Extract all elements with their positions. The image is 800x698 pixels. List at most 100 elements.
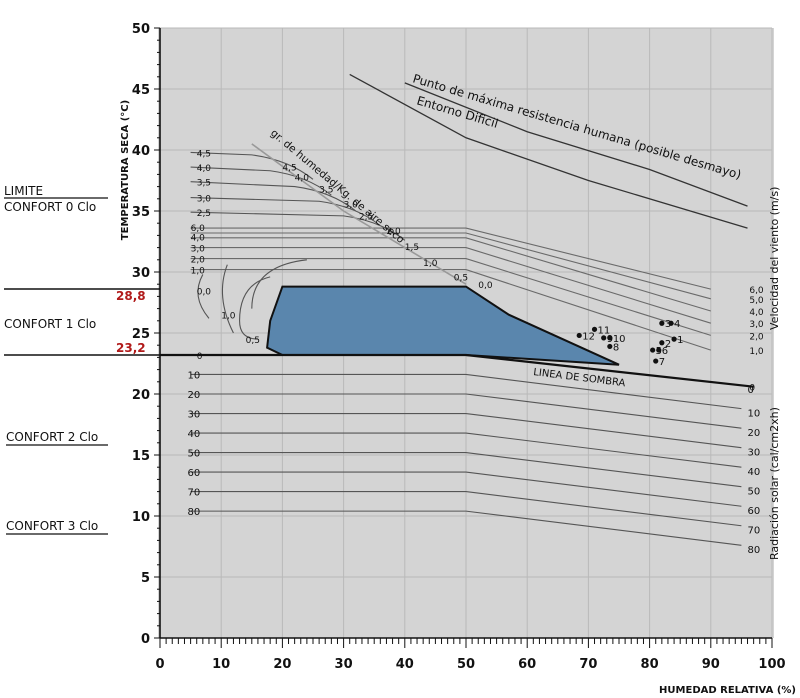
confort1-label: CONFORT 1 Clo [4, 317, 96, 331]
side-labels: LIMITE CONFORT 0 Clo 28,8 CONFORT 1 Clo … [4, 184, 160, 535]
left-curve-label: 4,5 [197, 149, 211, 159]
data-point-label: 4 [674, 319, 680, 330]
data-point-5 [650, 347, 656, 353]
humidity-curve [190, 166, 332, 196]
radiation-left-label: 80 [188, 507, 201, 518]
left-curve-label: 3,0 [197, 195, 212, 205]
data-point-label: 3 [665, 319, 671, 330]
data-point-label: 6 [662, 346, 668, 357]
radiation-line-70 [190, 491, 742, 527]
data-point-label: 11 [598, 325, 611, 336]
radiation-left-label: 60 [188, 468, 201, 479]
humidity-value-label: 0,0 [478, 281, 493, 291]
x-tick-label: 70 [579, 657, 597, 672]
confort2-label: CONFORT 2 Clo [6, 430, 98, 444]
x-tick-label: 60 [518, 657, 536, 672]
humidity-value-label: 3,0 [344, 200, 359, 210]
data-point-7 [653, 358, 659, 364]
limite-label: LIMITE [4, 184, 43, 198]
wind-curve-1-0 [190, 269, 711, 351]
radiation-line-10 [190, 373, 742, 410]
radiation-right-label: 10 [748, 408, 761, 419]
data-point-label: 12 [582, 331, 595, 342]
humidity-curve [190, 151, 314, 180]
data-point-label: 8 [613, 342, 619, 353]
wind-curve-5-0 [190, 232, 711, 300]
confort3-label: CONFORT 3 Clo [6, 519, 98, 533]
shade-line [160, 353, 754, 388]
left-curve-label: 1,0 [221, 312, 236, 322]
humidity-value-label: 0,5 [454, 274, 468, 284]
humidity-curve [190, 211, 406, 241]
radiation-left-label: 30 [188, 410, 201, 421]
y-tick-label: 10 [132, 510, 150, 525]
value-232: 23,2 [116, 341, 146, 355]
radiation-right-label: 20 [748, 428, 761, 439]
data-point-8 [607, 343, 613, 350]
confort0-label: CONFORT 0 Clo [4, 200, 96, 214]
left-curve-label: 0 [197, 352, 203, 362]
radiation-line-40 [190, 432, 742, 468]
y-tick-label: 15 [132, 449, 150, 464]
loop-curve [251, 259, 307, 309]
wind-curves [190, 151, 711, 351]
data-point-2 [659, 340, 665, 346]
humidity-value-label: 2,5 [359, 213, 373, 223]
radiation-right-label: 80 [748, 545, 761, 556]
y-tick-label: 30 [132, 266, 150, 281]
y-tick-label: 45 [132, 83, 150, 98]
y-tick-label: 0 [141, 632, 150, 647]
radiation-lines [190, 373, 742, 546]
y-tick-label: 40 [132, 144, 150, 159]
x-tick-label: 10 [212, 657, 230, 672]
data-point-11 [591, 326, 598, 332]
data-point-12 [576, 332, 582, 339]
wind-right-label: 1,0 [749, 347, 764, 357]
humidity-value-label: 4,0 [295, 174, 310, 184]
left-curve-label: 4,0 [191, 234, 206, 244]
x-tick-label: 40 [396, 657, 414, 672]
chart-labels: 1020304050607080010203040506070806,05,04… [188, 149, 764, 556]
wind-curve-6-0 [190, 227, 711, 290]
wind-right-label: 3,0 [749, 320, 764, 330]
x-tick-label: 50 [457, 657, 475, 672]
radiation-right-label: 0 [748, 385, 754, 396]
x-axis-label: HUMEDAD RELATIVA (%) [659, 685, 796, 696]
humidity-value-label: 3,5 [319, 186, 333, 196]
data-point-9 [601, 335, 607, 341]
x-tick-label: 30 [335, 657, 353, 672]
axes: 0 10 20 30 40 50 60 70 80 90 100051015202530354045… [132, 22, 786, 672]
y-axis-label: TEMPERATURA SECA (°C) [120, 100, 131, 240]
x-tick-label: 100 [758, 657, 785, 672]
radiation-right-label: 40 [748, 467, 761, 478]
radiation-left-label: 40 [188, 429, 201, 440]
data-point-label: 10 [613, 334, 626, 345]
loop-curve [239, 276, 271, 340]
data-point-label: 7 [659, 357, 665, 368]
x-tick-label: 80 [641, 657, 659, 672]
data-point-label: 2 [665, 339, 671, 350]
data-point-label: 1 [677, 335, 683, 346]
radiation-left-label: 70 [188, 488, 201, 499]
radiation-line-60 [190, 471, 742, 507]
data-point-1 [671, 336, 677, 342]
y-tick-label: 35 [132, 205, 150, 220]
left-curve-label: 3,5 [197, 179, 211, 189]
wind-curve-4-0 [190, 237, 711, 312]
radiation-axis-label: Radiación solar (cal/cm2xh) [768, 407, 781, 560]
humidity-curve [190, 181, 357, 212]
wind-curve-3-0 [190, 247, 711, 324]
radiation-right-label: 70 [748, 525, 761, 536]
wind-axis-label: Velocidad del viento (m/s) [768, 187, 781, 330]
left-curve-label: 0,0 [197, 287, 212, 297]
wind-right-label: 5,0 [749, 296, 764, 306]
x-tick-label: 90 [702, 657, 720, 672]
humidity-line [251, 143, 467, 285]
value-288: 28,8 [116, 289, 146, 303]
data-point-10 [607, 335, 613, 341]
difficult-curve [349, 73, 748, 229]
radiation-line-20 [190, 393, 742, 429]
x-tick-label: 20 [273, 657, 291, 672]
y-tick-label: 20 [132, 388, 150, 403]
